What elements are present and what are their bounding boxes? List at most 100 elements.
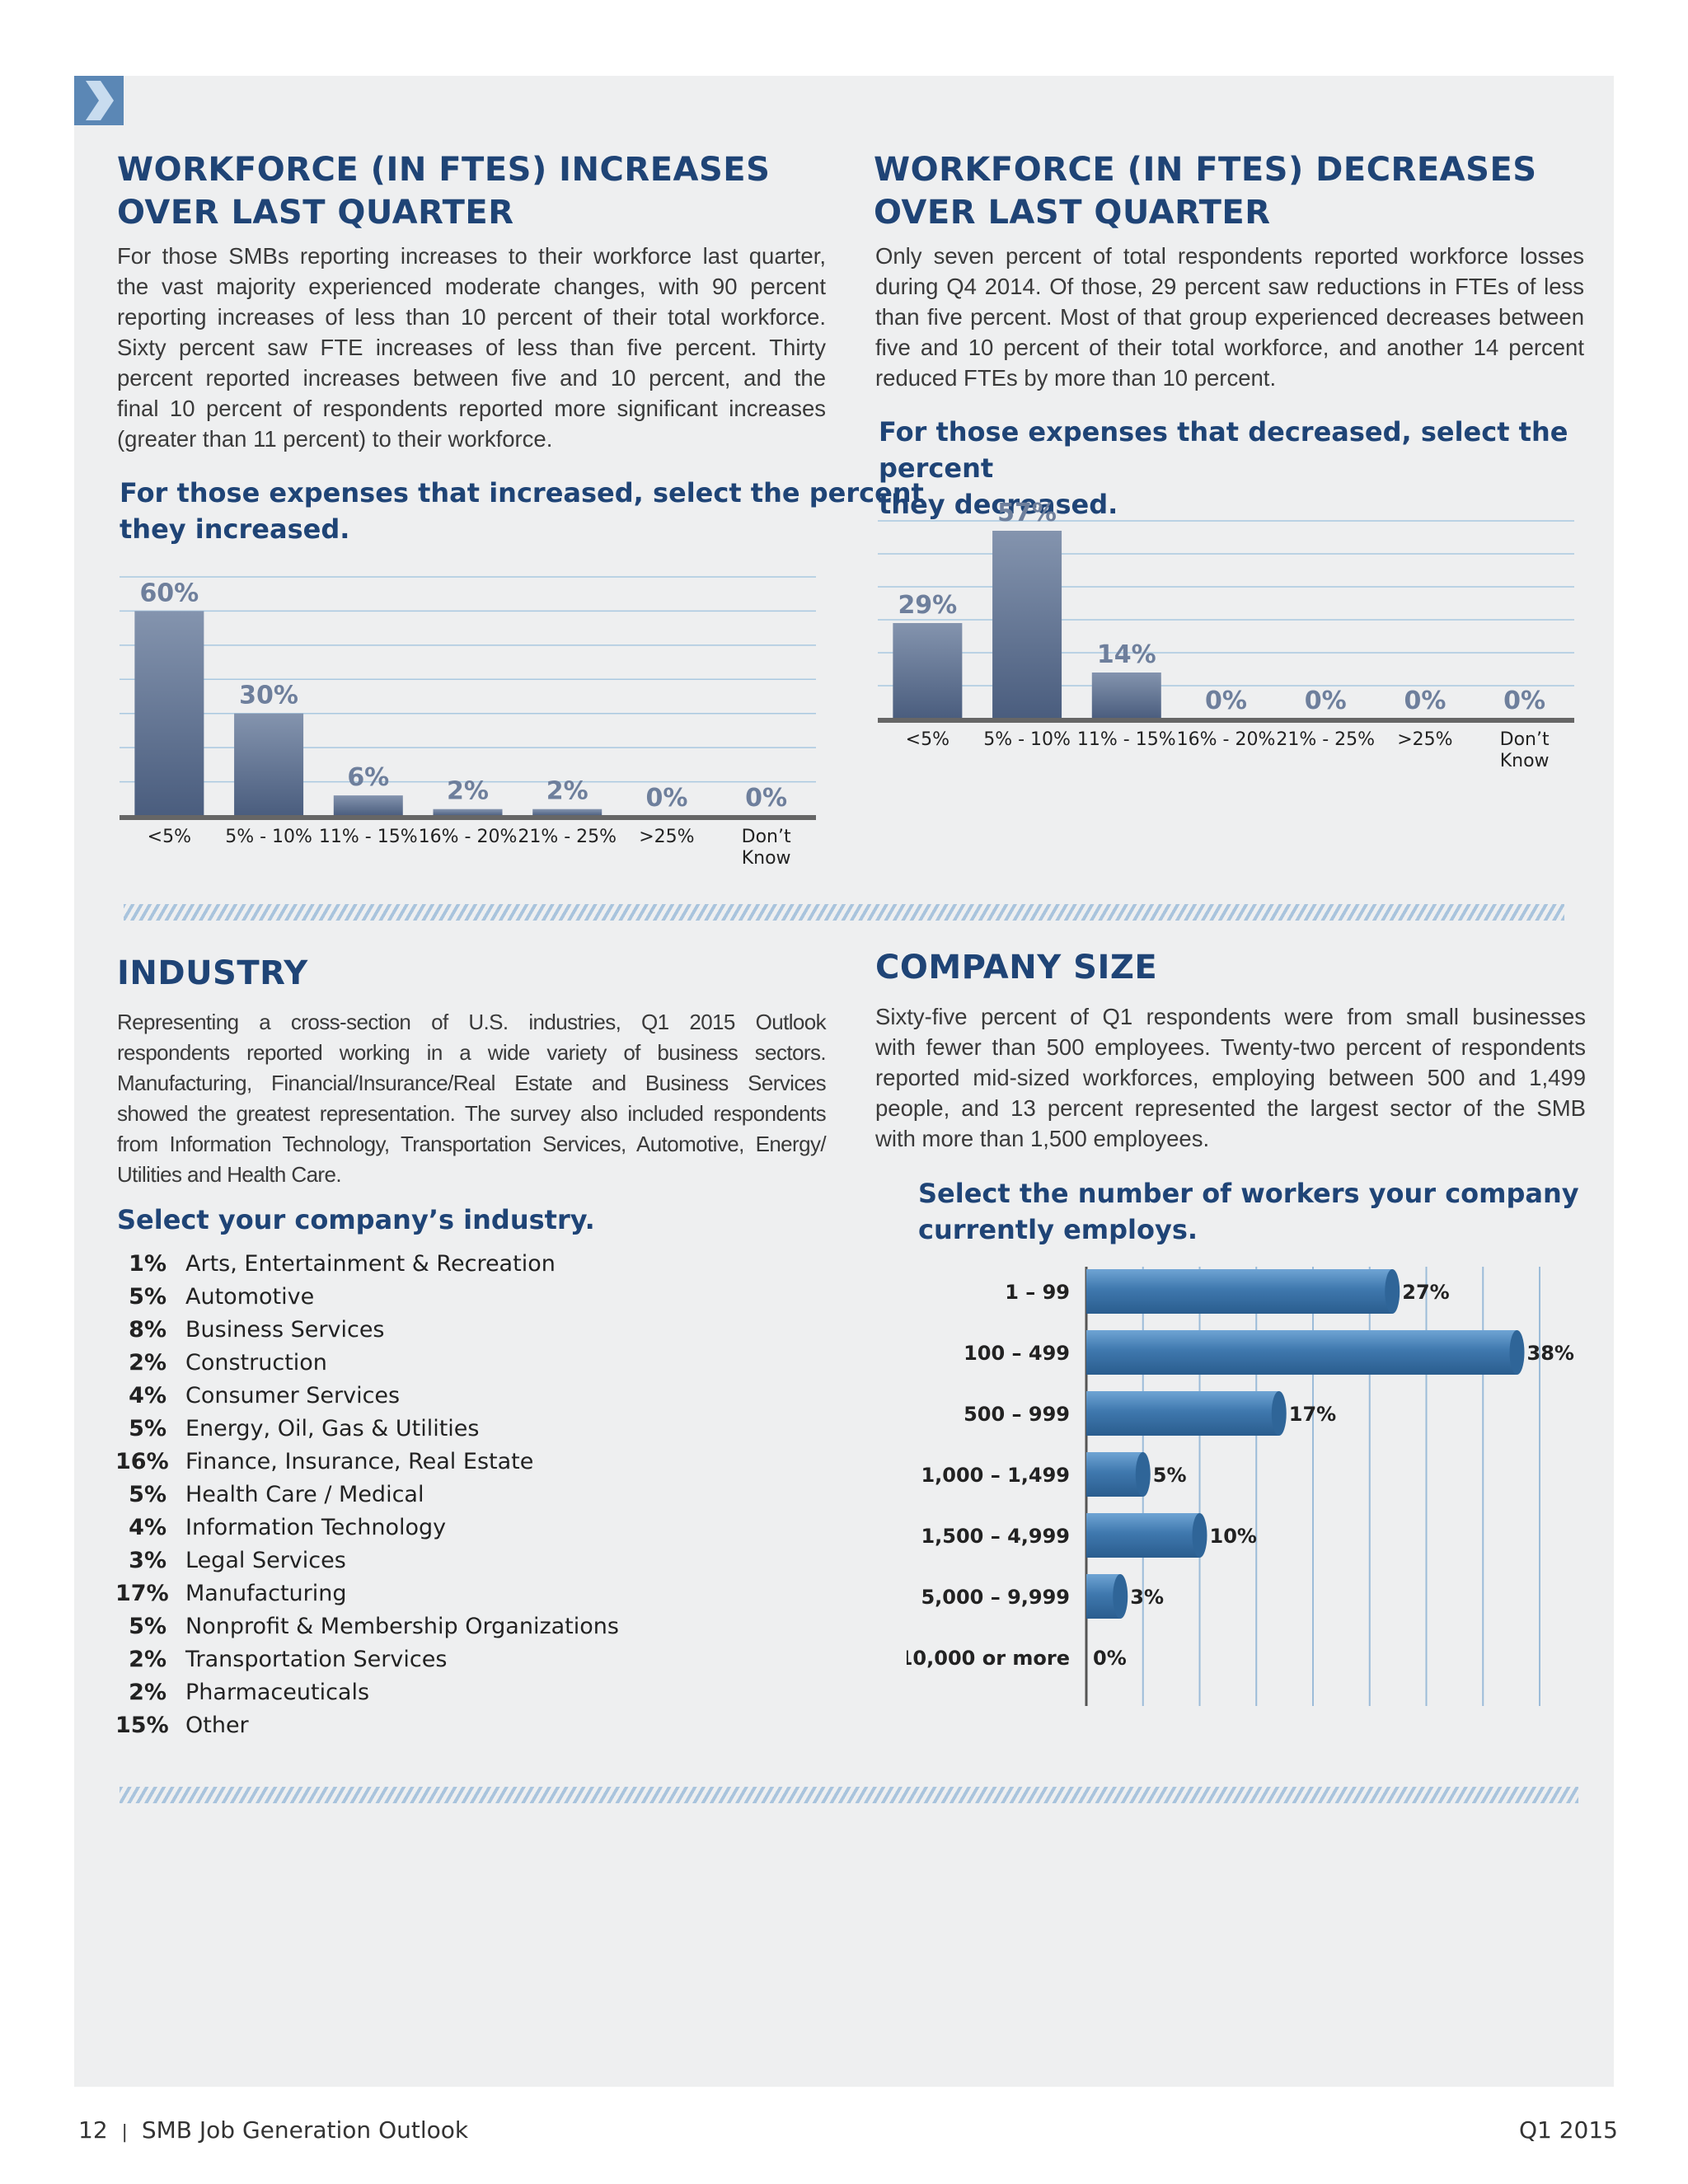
industry-percent: 4% [129,1515,166,1540]
industry-item: 5% Energy, Oil, Gas & Utilities [115,1416,857,1449]
page-number: 12 [78,2116,108,2144]
category-label: 11% - 15% [319,827,418,847]
publication-name: SMB Job Generation Outlook [141,2116,469,2144]
industry-item: 3% Legal Services [115,1548,857,1581]
industry-name: Health Care / Medical [185,1482,424,1507]
bar-value-label: 38% [1527,1342,1574,1365]
industry-list: 1% Arts, Entertainment & Recreation 5% Auto… [115,1251,857,1746]
bar-value-label: 30% [239,682,298,710]
footer-left: 12 | SMB Job Generation Outlook [78,2116,468,2144]
industry-title: INDUSTRY [117,954,308,992]
right-chart-question: For those expenses that decreased, selec… [879,414,1688,523]
category-label: 5% - 10% [225,827,312,847]
right-question-line1: For those expenses that decreased, selec… [879,416,1568,484]
bar-value-label: 0% [745,784,787,813]
industry-percent: 8% [129,1317,166,1343]
bar-value-label: 5% [1153,1464,1187,1487]
left-title-line1: WORKFORCE (IN FTES) INCREASES [117,151,771,189]
company-size-question: Select the number of workers your compan… [918,1175,1579,1248]
industry-name: Manufacturing [185,1581,347,1606]
bar [333,795,403,816]
left-chart-question: For those expenses that increased, selec… [120,475,924,547]
bar [1086,1452,1143,1497]
bar-cap [1192,1513,1207,1558]
paragraph-line: For those SMBs reporting increases to th… [117,243,826,269]
industry-item: 4% Consumer Services [115,1383,857,1416]
paragraph-line: with fewer than 500 employees. Twenty-tw… [875,1034,1586,1060]
right-title-line2: OVER LAST QUARTER [874,194,1271,232]
industry-item: 15% Other [115,1713,857,1746]
left-question-line2: they increased. [120,513,350,545]
bar-value-label: 0% [1404,687,1446,715]
industry-percent: 3% [129,1548,166,1573]
paragraph-line: than five percent. Most of that group ex… [875,304,1584,330]
industry-name: Business Services [185,1317,385,1343]
paragraph-line: Sixty-five percent of Q1 respondents wer… [875,1004,1586,1029]
industry-name: Automotive [185,1284,315,1310]
footer-separator: | [121,2122,128,2143]
bar-cap [1113,1574,1128,1619]
industry-percent: 2% [129,1680,166,1705]
paragraph-line: Manufacturing, Financial/Insurance/Real … [117,1071,827,1095]
bar [893,623,963,719]
content-panel [74,76,1614,2087]
bar [1086,1391,1279,1436]
category-label: 16% - 20% [1177,729,1276,750]
category-label: <5% [148,827,191,847]
bar-value-label: 0% [1305,687,1347,715]
right-paragraph: Only seven percent of total respondents … [875,241,1584,393]
industry-percent: 2% [129,1647,166,1672]
bar [234,713,304,816]
category-label: 100 – 499 [964,1342,1070,1365]
bar [1086,1513,1200,1558]
industry-name: Legal Services [185,1548,346,1573]
industry-name: Transportation Services [185,1647,448,1672]
left-title-line2: OVER LAST QUARTER [117,194,514,232]
divider-bottom [120,1787,1578,1803]
company-size-paragraph: Sixty-five percent of Q1 respondents wer… [875,1001,1586,1154]
industry-item: 5% Automotive [115,1284,857,1317]
right-title-line1: WORKFORCE (IN FTES) DECREASES [874,151,1537,189]
category-label: 5% - 10% [983,729,1071,750]
paragraph-line: five and 10 percent of their total workf… [875,335,1584,360]
category-label: >25% [1397,729,1452,750]
paragraph-line: during Q4 2014. Of those, 29 percent saw… [875,274,1584,299]
industry-percent: 5% [129,1416,166,1441]
category-label: <5% [906,729,950,750]
bar-value-label: 0% [1503,687,1545,715]
bar [134,611,204,816]
left-section-title: WORKFORCE (IN FTES) INCREASES OVER LAST … [117,148,770,234]
paragraph-line: respondents reported working in a wide v… [117,1040,827,1065]
bar-value-label: 2% [447,777,489,806]
category-label: 1,500 – 4,999 [921,1525,1070,1548]
bar-value-label: 3% [1130,1586,1164,1609]
category-label: 16% - 20% [419,827,518,847]
category-label: 11% - 15% [1077,729,1176,750]
industry-name: Energy, Oil, Gas & Utilities [185,1416,480,1441]
industry-item: 4% Information Technology [115,1515,857,1548]
increase-bar-chart: 60%<5%30%5% - 10%6%11% - 15%2%16% - 20%2… [120,576,816,869]
industry-item: 17% Manufacturing [115,1581,857,1614]
bar-cap [1135,1452,1151,1497]
bar-value-label: 29% [898,591,957,620]
industry-item: 16% Finance, Insurance, Real Estate [115,1449,857,1482]
industry-item: 2% Construction [115,1350,857,1383]
industry-name: Nonprofit & Membership Organizations [185,1614,619,1639]
category-label: Know [742,848,791,869]
bar-value-label: 6% [347,763,389,792]
industry-item: 2% Transportation Services [115,1647,857,1680]
divider-top [124,904,1564,921]
bar-value-label: 27% [1402,1281,1449,1304]
category-label: 21% - 25% [1276,729,1375,750]
category-label: 1,000 – 1,499 [921,1464,1070,1487]
size-question-line2: currently employs. [918,1214,1198,1245]
category-label: Don’t [742,827,791,847]
industry-name: Other [185,1713,249,1738]
bar-cap [1271,1391,1287,1436]
decrease-bar-chart: 29% <5% 57% 5% - 10% 14% 11% - 15% 0% 16% - 20%… [878,499,1574,771]
industry-item: 1% Arts, Entertainment & Recreation [115,1251,857,1284]
industry-percent: 15% [115,1713,169,1738]
bar-cap [1509,1330,1525,1375]
industry-percent: 5% [129,1284,166,1310]
industry-percent: 16% [115,1449,169,1474]
